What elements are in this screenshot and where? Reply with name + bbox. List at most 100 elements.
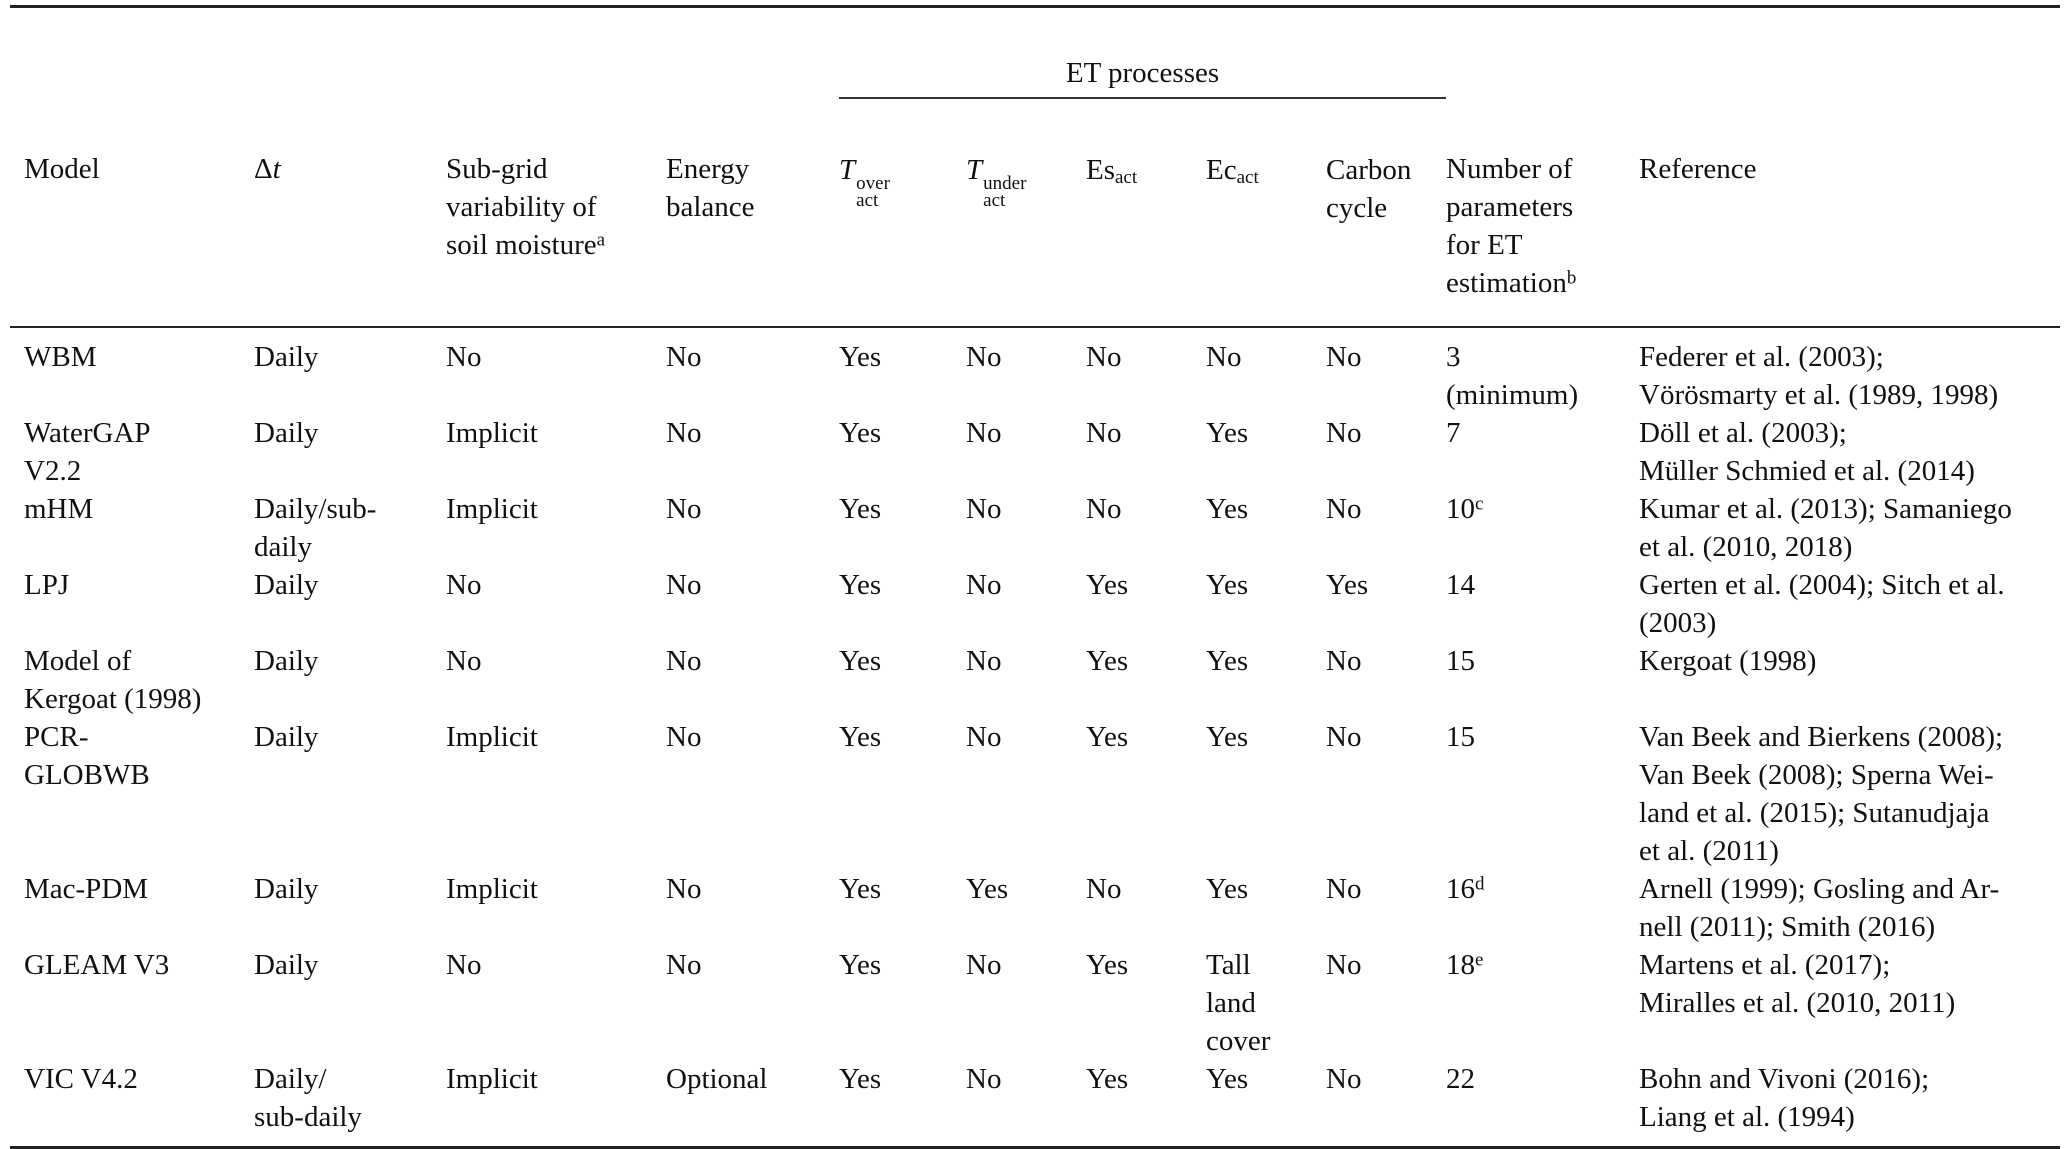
- cell-t-over: Yes: [839, 721, 882, 753]
- cell-subgrid: No: [446, 949, 482, 981]
- table-header: ET processes Model Δt Sub-grid variabili…: [10, 6, 2061, 328]
- cell-nparams: 15: [1446, 645, 1476, 677]
- cell-model: WaterGAP V2.2: [24, 417, 151, 487]
- cell-reference: Kergoat (1998): [1639, 645, 1817, 677]
- table-row: PCR- GLOBWB Daily Implicit No Yes No Yes Yes No 1…: [10, 718, 2060, 870]
- cell-t-over: Yes: [839, 1063, 882, 1095]
- cell-model: GLEAM V3: [24, 949, 170, 981]
- group-header-spacer-right: [1446, 7, 2060, 99]
- cell-model: mHM: [24, 493, 94, 525]
- cell-dt: Daily: [254, 341, 319, 373]
- cell-nparams: 10c: [1446, 493, 1484, 525]
- cell-energy: No: [666, 341, 702, 373]
- cell-ec: No: [1206, 341, 1242, 373]
- cell-reference: Gerten et al. (2004); Sitch et al. (2003…: [1639, 569, 2005, 639]
- cell-subgrid: No: [446, 569, 482, 601]
- table-row: Model of Kergoat (1998) Daily No No Yes No Yes…: [10, 642, 2060, 718]
- cell-subgrid: No: [446, 645, 482, 677]
- cell-t-under: No: [966, 949, 1002, 981]
- cell-dt: Daily: [254, 721, 319, 753]
- cell-energy: No: [666, 721, 702, 753]
- cell-ec: Yes: [1206, 493, 1249, 525]
- cell-model: PCR- GLOBWB: [24, 721, 150, 791]
- cell-carbon: No: [1326, 949, 1362, 981]
- cell-t-under: No: [966, 1063, 1002, 1095]
- cell-t-under: No: [966, 493, 1002, 525]
- cell-ec: Yes: [1206, 721, 1249, 753]
- cell-reference: Kumar et al. (2013); Samaniego et al. (2…: [1639, 493, 2012, 563]
- cell-es: No: [1086, 873, 1122, 905]
- cell-carbon: No: [1326, 873, 1362, 905]
- cell-es: Yes: [1086, 949, 1129, 981]
- cell-t-under: No: [966, 417, 1002, 449]
- footnote-marker-c: c: [1475, 493, 1484, 515]
- cell-t-over: Yes: [839, 341, 882, 373]
- cell-nparams: 15: [1446, 721, 1476, 753]
- cell-dt: Daily: [254, 873, 319, 905]
- cell-es: No: [1086, 341, 1122, 373]
- cell-subgrid: Implicit: [446, 417, 538, 449]
- col-header-es-act: Esact: [1086, 98, 1206, 328]
- cell-dt: Daily: [254, 645, 319, 677]
- cell-t-over: Yes: [839, 493, 882, 525]
- cell-model: WBM: [24, 341, 97, 373]
- cell-es: Yes: [1086, 645, 1129, 677]
- cell-energy: No: [666, 569, 702, 601]
- cell-nparams: 18e: [1446, 949, 1484, 981]
- table-row: WBM Daily No No Yes No No No No 3 (minimum) Federe…: [10, 327, 2060, 414]
- cell-subgrid: Implicit: [446, 873, 538, 905]
- col-header-subgrid-variability: Sub-grid variability of soil moisturea: [446, 98, 666, 328]
- cell-nparams: 16d: [1446, 873, 1485, 905]
- col-header-ec-act: Ecact: [1206, 98, 1326, 328]
- cell-t-under: No: [966, 645, 1002, 677]
- table-row: LPJ Daily No No Yes No Yes Yes Yes 14 Gerten et al…: [10, 566, 2060, 642]
- cell-ec: Yes: [1206, 645, 1249, 677]
- models-et-table: ET processes Model Δt Sub-grid variabili…: [10, 5, 2061, 1149]
- column-header-row: Model Δt Sub-grid variability of soil mo…: [10, 98, 2061, 328]
- cell-reference: Federer et al. (2003); Vörösmarty et al.…: [1639, 341, 1999, 411]
- footnote-marker-e: e: [1475, 949, 1484, 971]
- cell-nparams: 14: [1446, 569, 1476, 601]
- col-header-number-of-parameters: Number of parameters for ET estimationb: [1446, 98, 1640, 328]
- cell-carbon: No: [1326, 721, 1362, 753]
- table-row: Mac-PDM Daily Implicit No Yes Yes No Yes No 16d Ar…: [10, 870, 2060, 946]
- cell-carbon: Yes: [1326, 569, 1369, 601]
- cell-es: Yes: [1086, 569, 1129, 601]
- cell-dt: Daily/ sub-daily: [254, 1063, 362, 1133]
- cell-t-over: Yes: [839, 873, 882, 905]
- cell-es: No: [1086, 493, 1122, 525]
- cell-model: Mac-PDM: [24, 873, 149, 905]
- col-header-energy-balance: Energy balance: [666, 98, 839, 328]
- cell-dt: Daily: [254, 949, 319, 981]
- cell-energy: No: [666, 645, 702, 677]
- cell-energy: No: [666, 417, 702, 449]
- cell-dt: Daily: [254, 569, 319, 601]
- col-header-carbon-cycle: Carbon cycle: [1326, 98, 1447, 328]
- cell-model: VIC V4.2: [24, 1063, 138, 1095]
- cell-t-under: Yes: [966, 873, 1009, 905]
- table-row: VIC V4.2 Daily/ sub-daily Implicit Optional…: [10, 1060, 2060, 1148]
- col-header-model: Model: [10, 98, 254, 328]
- cell-energy: No: [666, 493, 702, 525]
- cell-ec: Yes: [1206, 873, 1249, 905]
- cell-energy: No: [666, 949, 702, 981]
- cell-dt: Daily: [254, 417, 319, 449]
- cell-subgrid: Implicit: [446, 721, 538, 753]
- cell-reference: Martens et al. (2017); Miralles et al. (…: [1639, 949, 1956, 1019]
- cell-carbon: No: [1326, 645, 1362, 677]
- cell-t-under: No: [966, 341, 1002, 373]
- et-processes-group-header: ET processes: [839, 6, 1447, 99]
- cell-carbon: No: [1326, 1063, 1362, 1095]
- footnote-marker-a: a: [596, 229, 606, 251]
- cell-reference: Döll et al. (2003); Müller Schmied et al…: [1639, 417, 1975, 487]
- footnote-marker-d: d: [1475, 873, 1485, 895]
- cell-reference: Bohn and Vivoni (2016); Liang et al. (19…: [1639, 1063, 1930, 1133]
- cell-carbon: No: [1326, 493, 1362, 525]
- cell-carbon: No: [1326, 341, 1362, 373]
- cell-energy: Optional: [666, 1063, 768, 1095]
- paper-table-page: ET processes Model Δt Sub-grid variabili…: [0, 5, 2067, 1149]
- et-processes-group-label: ET processes: [1065, 57, 1220, 89]
- cell-energy: No: [666, 873, 702, 905]
- cell-t-under: No: [966, 569, 1002, 601]
- cell-carbon: No: [1326, 417, 1362, 449]
